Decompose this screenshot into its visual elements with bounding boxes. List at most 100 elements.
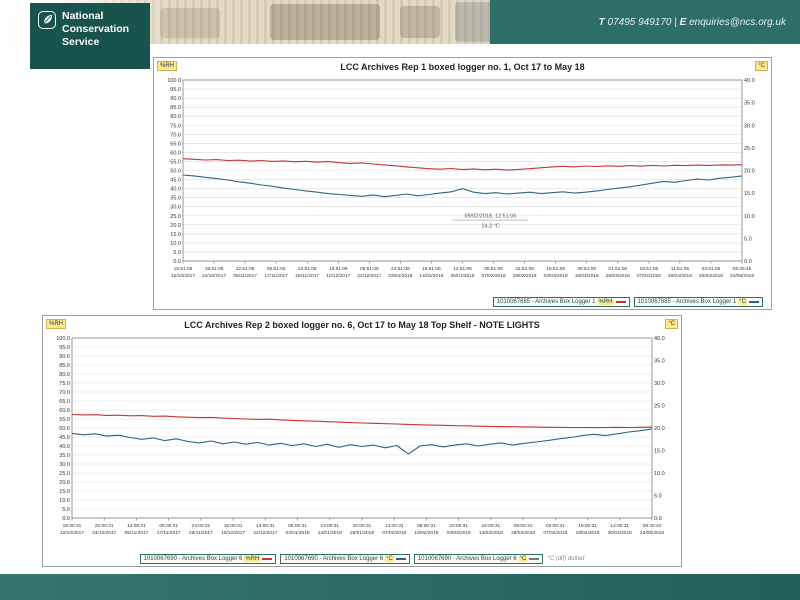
svg-text:20:00:31: 20:00:31 bbox=[95, 523, 114, 529]
svg-text:0.0: 0.0 bbox=[62, 516, 70, 522]
svg-text:24/10/2017: 24/10/2017 bbox=[202, 273, 226, 279]
legend-series-name: 1010067690 - Archives Box Logger 6 bbox=[284, 556, 384, 562]
svg-text:23/05/2018: 23/05/2018 bbox=[730, 273, 754, 279]
svg-text:35.0: 35.0 bbox=[170, 196, 181, 202]
svg-text:15.0: 15.0 bbox=[654, 449, 665, 455]
email-link[interactable]: enquiries@ncs.org.uk bbox=[689, 16, 786, 28]
svg-text:26/03/2018: 26/03/2018 bbox=[511, 530, 535, 536]
legend-color-sample bbox=[615, 301, 626, 303]
svg-text:16:00:31: 16:00:31 bbox=[482, 523, 501, 529]
svg-text:28/11/2017: 28/11/2017 bbox=[295, 273, 319, 279]
svg-text:85.0: 85.0 bbox=[170, 105, 181, 111]
svg-text:19:51:06: 19:51:06 bbox=[205, 266, 224, 272]
svg-text:22:51:06: 22:51:06 bbox=[391, 266, 410, 272]
svg-text:07/02/2018: 07/02/2018 bbox=[482, 273, 506, 279]
svg-text:26/01/2018: 26/01/2018 bbox=[350, 530, 374, 536]
svg-text:80.0: 80.0 bbox=[59, 372, 70, 378]
svg-text:26/03/2018: 26/03/2018 bbox=[606, 273, 630, 279]
svg-text:40.0: 40.0 bbox=[170, 187, 181, 193]
svg-text:26/01/2018: 26/01/2018 bbox=[450, 273, 474, 279]
svg-text:50.0: 50.0 bbox=[170, 169, 181, 175]
svg-text:12/10/2017: 12/10/2017 bbox=[171, 273, 195, 279]
logo-text: National Conservation Service bbox=[62, 10, 129, 49]
svg-text:18/04/2018: 18/04/2018 bbox=[576, 530, 600, 536]
svg-text:15:51:06: 15:51:06 bbox=[329, 266, 348, 272]
svg-text:17/11/2017: 17/11/2017 bbox=[264, 273, 288, 279]
svg-text:19:00:31: 19:00:31 bbox=[578, 523, 597, 529]
chart1-left-unit-label: %RH bbox=[157, 61, 178, 71]
svg-text:30/04/2018: 30/04/2018 bbox=[699, 273, 723, 279]
svg-text:20:00:31: 20:00:31 bbox=[353, 523, 372, 529]
svg-text:90.0: 90.0 bbox=[170, 96, 181, 102]
svg-text:15:51:06: 15:51:06 bbox=[422, 266, 441, 272]
svg-text:28/11/2017: 28/11/2017 bbox=[189, 530, 213, 536]
svg-text:14/01/2018: 14/01/2018 bbox=[419, 273, 443, 279]
legend-unit: °C bbox=[738, 299, 747, 305]
chart1-canvas: 100.0 95.0 90.0 85.0 80.0 75.0 70.0 65.0 60.0 55.… bbox=[167, 78, 755, 279]
svg-text:25.0: 25.0 bbox=[744, 146, 755, 152]
svg-text:35.0: 35.0 bbox=[654, 359, 665, 365]
phone-label: T bbox=[598, 16, 605, 28]
svg-text:18:51:06: 18:51:06 bbox=[639, 266, 658, 272]
svg-text:04:51:06: 04:51:06 bbox=[702, 266, 721, 272]
svg-text:10.0: 10.0 bbox=[59, 498, 70, 504]
chart2-canvas: 100.0 95.0 90.0 85.0 80.0 75.0 70.0 65.0 60.0 55.… bbox=[56, 336, 665, 536]
email-label: E bbox=[679, 16, 687, 28]
svg-text:07/02/2018: 07/02/2018 bbox=[382, 530, 406, 536]
svg-text:05/11/2017: 05/11/2017 bbox=[125, 530, 149, 536]
svg-text:12:00:31: 12:00:31 bbox=[610, 523, 629, 529]
legend-series-name: 1010067685 - Archives Box Logger 1 bbox=[496, 299, 596, 305]
svg-text:12:51:06: 12:51:06 bbox=[236, 266, 255, 272]
svg-text:60.0: 60.0 bbox=[170, 150, 181, 156]
svg-text:10.0: 10.0 bbox=[744, 214, 755, 220]
svg-text:65.0: 65.0 bbox=[170, 141, 181, 147]
svg-text:16:00:31: 16:00:31 bbox=[224, 523, 243, 529]
svg-text:45.0: 45.0 bbox=[59, 435, 70, 441]
svg-text:25.0: 25.0 bbox=[654, 404, 665, 410]
svg-text:30/04/2018: 30/04/2018 bbox=[608, 530, 632, 536]
svg-text:23/05/2018: 23/05/2018 bbox=[640, 530, 664, 536]
svg-text:03/03/2018: 03/03/2018 bbox=[447, 530, 471, 536]
svg-text:95.0: 95.0 bbox=[59, 345, 70, 351]
svg-text:0.0: 0.0 bbox=[173, 259, 181, 265]
svg-text:22:51:06: 22:51:06 bbox=[515, 266, 534, 272]
svg-text:65.0: 65.0 bbox=[59, 399, 70, 405]
ncs-logo: National Conservation Service bbox=[30, 3, 150, 69]
svg-text:23:00:31: 23:00:31 bbox=[320, 523, 339, 529]
svg-text:45.0: 45.0 bbox=[170, 178, 181, 184]
svg-text:60.0: 60.0 bbox=[59, 408, 70, 414]
chart1-title: LCC Archives Rep 1 boxed logger no. 1, O… bbox=[340, 62, 585, 72]
svg-text:03/01/2018: 03/01/2018 bbox=[286, 530, 310, 536]
svg-text:80.0: 80.0 bbox=[170, 114, 181, 120]
svg-text:5.0: 5.0 bbox=[744, 236, 752, 242]
svg-text:13:00:31: 13:00:31 bbox=[385, 523, 404, 529]
svg-text:03/03/2018: 03/03/2018 bbox=[544, 273, 568, 279]
svg-text:70.0: 70.0 bbox=[59, 390, 70, 396]
svg-text:30.0: 30.0 bbox=[59, 462, 70, 468]
svg-text:20.0: 20.0 bbox=[744, 169, 755, 175]
svg-text:16:00:31: 16:00:31 bbox=[63, 523, 82, 529]
svg-text:06:00:31: 06:00:31 bbox=[417, 523, 436, 529]
svg-text:30.0: 30.0 bbox=[654, 381, 665, 387]
svg-text:10.0: 10.0 bbox=[170, 241, 181, 247]
svg-text:95.0: 95.0 bbox=[170, 87, 181, 93]
svg-text:06:00:31: 06:00:31 bbox=[159, 523, 178, 529]
legend-series-name: 1010067685 - Archives Box Logger 1 bbox=[637, 299, 737, 305]
contact-divider: | bbox=[674, 16, 677, 28]
chart-panel-1: LCC Archives Rep 1 boxed logger no. 1, O… bbox=[153, 57, 772, 310]
svg-text:13:00:31: 13:00:31 bbox=[256, 523, 275, 529]
logo-line1: National bbox=[62, 10, 104, 22]
chart1-right-unit-label: °C bbox=[755, 61, 768, 71]
svg-text:15:51:06: 15:51:06 bbox=[174, 266, 193, 272]
svg-text:90.0: 90.0 bbox=[59, 354, 70, 360]
svg-text:23:00:31: 23:00:31 bbox=[449, 523, 468, 529]
svg-text:22/12/2017: 22/12/2017 bbox=[253, 530, 277, 536]
legend-series-name: 1010067690 - Archives Box Logger 6 bbox=[143, 556, 243, 562]
svg-text:40.0: 40.0 bbox=[654, 336, 665, 342]
svg-text:15:51:06: 15:51:06 bbox=[546, 266, 565, 272]
svg-text:19/02/2018: 19/02/2018 bbox=[414, 530, 438, 536]
svg-text:40.0: 40.0 bbox=[59, 444, 70, 450]
contact-info: T 07495 949170 | E enquiries@ncs.org.uk bbox=[599, 17, 800, 28]
svg-text:30.0: 30.0 bbox=[170, 205, 181, 211]
svg-text:07/04/2018: 07/04/2018 bbox=[637, 273, 661, 279]
